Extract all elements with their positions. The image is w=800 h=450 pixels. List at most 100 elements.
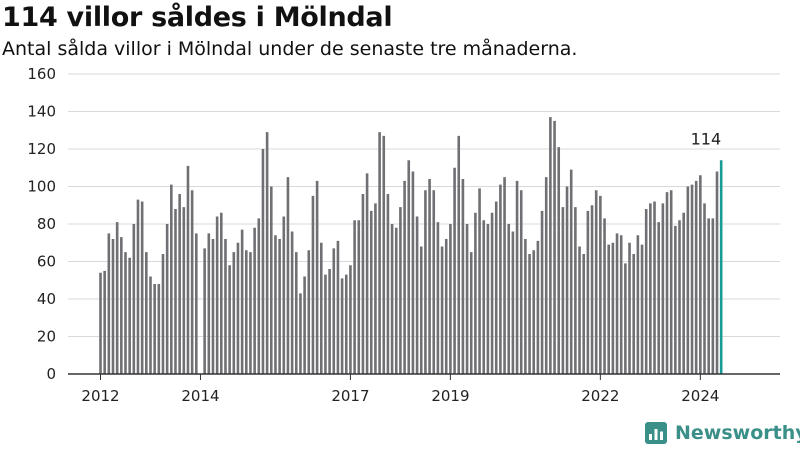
bar — [282, 216, 286, 374]
bar — [536, 240, 540, 375]
bar — [574, 207, 577, 375]
bar — [503, 177, 506, 375]
bar — [519, 190, 523, 374]
bar — [332, 248, 336, 375]
bar — [653, 201, 656, 374]
last-value-label: 114 — [691, 129, 722, 148]
bar — [615, 233, 619, 375]
bar — [415, 216, 419, 374]
y-tick-label: 40 — [37, 290, 56, 308]
gridlines — [68, 73, 780, 337]
bar — [678, 220, 681, 374]
bar — [115, 222, 119, 375]
bar — [307, 250, 311, 374]
bar — [699, 175, 702, 374]
bar — [494, 201, 498, 374]
bar — [532, 250, 536, 374]
bar — [707, 218, 710, 375]
bar — [132, 224, 136, 374]
bar — [186, 165, 190, 375]
y-tick-label: 60 — [37, 253, 56, 271]
bar — [195, 233, 198, 375]
bar — [428, 179, 431, 374]
bar — [444, 239, 448, 374]
bar — [461, 179, 465, 374]
bar — [399, 207, 402, 375]
chart-subtitle: Antal sålda villor i Mölndal under de se… — [2, 38, 578, 60]
bar — [324, 274, 327, 375]
bar — [349, 265, 352, 374]
bar — [257, 218, 261, 375]
bar — [569, 169, 573, 375]
bar — [436, 222, 440, 375]
bar — [490, 212, 494, 374]
bar — [386, 194, 390, 374]
bar — [711, 218, 715, 375]
bar — [478, 188, 481, 375]
bar — [328, 269, 331, 374]
x-tick-label: 2024 — [681, 387, 719, 405]
bar — [407, 160, 411, 374]
bar — [249, 252, 252, 375]
newsworthy-logo: Newsworthy — [645, 420, 800, 446]
bar — [511, 231, 515, 374]
bar — [149, 276, 152, 374]
bar — [99, 272, 102, 374]
bar — [482, 220, 486, 374]
bar — [311, 195, 315, 375]
bar — [657, 222, 660, 375]
bar — [486, 224, 490, 374]
bar — [207, 233, 211, 375]
bar — [336, 240, 340, 375]
bar — [315, 180, 319, 375]
bar — [165, 224, 169, 374]
bar — [390, 224, 394, 374]
bar — [411, 171, 415, 374]
y-tick-label: 160 — [27, 65, 56, 83]
y-tick-label: 80 — [37, 215, 56, 233]
y-tick-label: 120 — [27, 140, 56, 158]
bar — [440, 246, 444, 374]
bar — [561, 207, 565, 375]
y-tick-label: 20 — [37, 328, 56, 346]
y-axis-labels: 0 20 40 60 80 100 120 140 160 — [27, 65, 56, 383]
bar — [145, 252, 148, 375]
bar — [449, 224, 452, 374]
bar — [290, 231, 294, 374]
bar — [669, 190, 673, 374]
newsworthy-bar-logo-icon — [645, 422, 667, 444]
bar — [590, 205, 594, 374]
x-tick-label: 2017 — [331, 387, 369, 405]
bar — [245, 250, 248, 374]
bar — [374, 203, 377, 375]
bar — [703, 203, 706, 375]
bar — [353, 220, 356, 374]
bar — [594, 190, 598, 374]
x-tick-label: 2022 — [581, 387, 619, 405]
bar — [228, 265, 231, 374]
bar — [382, 135, 386, 375]
bar — [649, 203, 652, 375]
bar — [357, 220, 361, 374]
bar — [136, 199, 140, 375]
bar — [515, 180, 519, 375]
bar — [453, 167, 456, 374]
bar — [499, 184, 502, 375]
bar — [340, 278, 344, 375]
bar — [403, 180, 406, 375]
bar — [253, 227, 256, 374]
bar — [157, 284, 161, 374]
bar — [644, 209, 648, 374]
bar — [124, 252, 127, 375]
x-axis-ticks: 2012 2014 2017 2019 2022 2024 — [81, 374, 719, 405]
bar — [632, 254, 635, 374]
bar — [528, 254, 531, 374]
bar — [636, 235, 640, 374]
bar — [278, 239, 281, 374]
bar — [424, 190, 427, 374]
bar — [378, 132, 381, 375]
bar — [619, 235, 623, 374]
bar — [544, 177, 548, 375]
bar — [361, 194, 365, 374]
